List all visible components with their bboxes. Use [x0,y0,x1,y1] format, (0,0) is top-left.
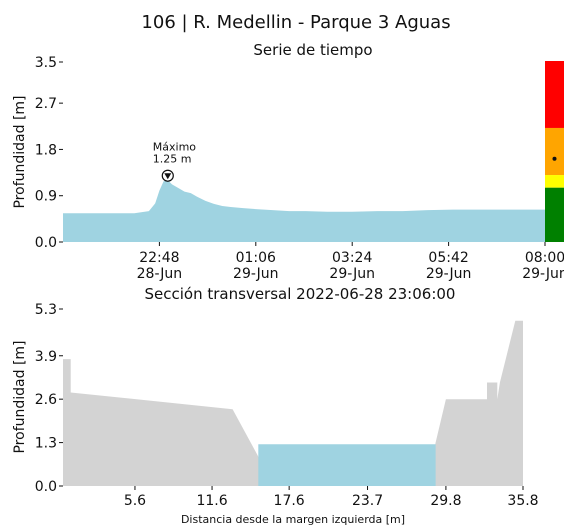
x-tick-label: 17.6 [274,493,305,509]
y-tick-label: 3.5 [35,55,57,71]
time-series-plot-area [63,180,545,242]
cross-section-y-axis: 0.0 1.3 2.6 3.9 5.3 [35,302,63,495]
maximum-annotation: Máximo 1.25 m [153,141,197,182]
cross-section-plot-area [63,320,523,486]
status-segment [545,61,564,128]
x-tick-date-label: 28-Jun [137,266,183,282]
maximum-marker-arrow-icon [164,173,172,180]
x-tick-time-label: 08:00 [525,250,564,266]
riverbed-area [63,320,523,486]
x-tick-date-label: 29-Jun [329,266,375,282]
cross-section-chart: Sección transversal 2022-06-28 23:06:00 … [12,285,539,526]
x-tick-time-label: 03:24 [332,250,372,266]
y-tick-label: 1.3 [35,436,57,452]
y-tick-label: 0.9 [35,189,57,205]
maximum-label: Máximo [153,141,197,154]
maximum-value-label: 1.25 m [153,153,192,166]
status-segment [545,175,564,188]
time-series-chart: Serie de tiempo Profundidad [m] 0.0 0.9 1.… [12,41,564,282]
water-area [258,444,436,486]
time-series-ylabel: Profundidad [m] [12,95,28,208]
time-series-x-axis: 22:4828-Jun01:0629-Jun03:2429-Jun05:4229… [137,242,564,282]
x-tick-label: 23.7 [352,493,383,509]
x-tick-date-label: 29-Jun [426,266,472,282]
x-tick-time-label: 05:42 [428,250,468,266]
cross-section-x-axis: 5.6 11.6 17.6 23.7 29.8 35.8 [124,486,539,509]
status-segment [545,187,564,242]
x-tick-time-label: 01:06 [236,250,276,266]
y-tick-label: 5.3 [35,302,57,318]
x-tick-time-label: 22:48 [139,250,179,266]
x-tick-date-label: 29-Jun [522,266,564,282]
cross-section-title: Sección transversal 2022-06-28 23:06:00 [145,285,456,303]
y-tick-label: 3.9 [35,349,57,365]
x-tick-date-label: 29-Jun [233,266,279,282]
x-tick-label: 5.6 [124,493,146,509]
y-tick-label: 2.7 [35,96,57,112]
status-level-bar [545,61,564,242]
y-tick-label: 1.8 [35,142,57,158]
x-tick-label: 11.6 [196,493,227,509]
depth-series-area [63,180,545,242]
x-tick-label: 29.8 [430,493,461,509]
x-tick-label: 35.8 [507,493,538,509]
cross-section-xlabel: Distancia desde la margen izquierda [m] [181,513,405,526]
y-tick-label: 2.6 [35,392,57,408]
status-level-marker [552,156,557,161]
page-title: 106 | R. Medellin - Parque 3 Aguas [141,12,450,33]
time-series-title: Serie de tiempo [253,41,372,59]
cross-section-ylabel: Profundidad [m] [12,340,28,453]
status-segment [545,127,564,176]
y-tick-label: 0.0 [35,235,57,251]
y-tick-label: 0.0 [35,479,57,495]
time-series-y-axis: 0.0 0.9 1.8 2.7 3.5 [35,55,63,251]
